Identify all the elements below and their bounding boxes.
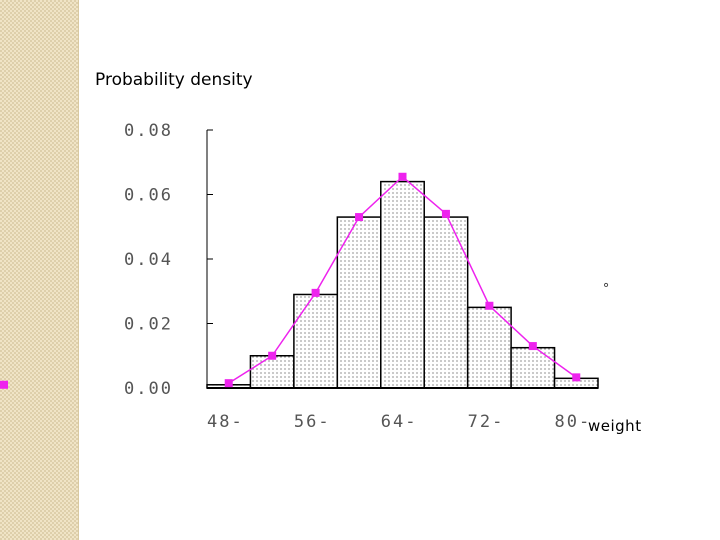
polygon-marker xyxy=(0,380,8,389)
x-tick-label: 56- xyxy=(294,412,331,432)
side-decor-band xyxy=(0,0,79,540)
polygon-marker xyxy=(355,213,364,222)
x-tick-label: 80- xyxy=(555,412,592,432)
polygon-marker xyxy=(224,379,233,388)
polygon-marker xyxy=(441,209,450,218)
histogram-bar xyxy=(293,293,339,389)
polygon-marker xyxy=(311,288,320,297)
y-tick-label: 0.04 xyxy=(124,250,173,270)
x-axis-label: weight xyxy=(588,417,642,435)
y-tick-label: 0.00 xyxy=(124,379,173,399)
histogram-bar xyxy=(510,346,556,389)
histogram-bar xyxy=(380,180,425,389)
annotation-mark: ∘ xyxy=(602,278,610,293)
polygon-marker xyxy=(485,301,494,310)
y-axis-label: Probability density xyxy=(95,70,253,90)
histogram-bar xyxy=(249,355,295,389)
histogram-bars xyxy=(206,180,599,389)
y-ticks: 0.08 0.06 0.04 0.02 0.00 xyxy=(124,121,213,399)
x-tick-label: 64- xyxy=(381,412,418,432)
histogram-bar xyxy=(336,216,382,389)
polygon-marker xyxy=(398,172,407,181)
y-tick-label: 0.02 xyxy=(124,315,173,335)
histogram-bar xyxy=(423,216,469,389)
histogram-bar xyxy=(466,306,512,389)
polygon-marker xyxy=(528,342,537,351)
x-tick-label: 48- xyxy=(207,412,244,432)
polygon-marker xyxy=(268,351,277,360)
x-ticks: 48- 56- 64- 72- 80- xyxy=(207,412,592,432)
polygon-marker xyxy=(572,373,581,382)
frequency-polygon xyxy=(0,172,581,389)
x-tick-label: 72- xyxy=(468,412,505,432)
y-tick-label: 0.08 xyxy=(124,121,173,141)
y-tick-label: 0.06 xyxy=(124,186,173,206)
